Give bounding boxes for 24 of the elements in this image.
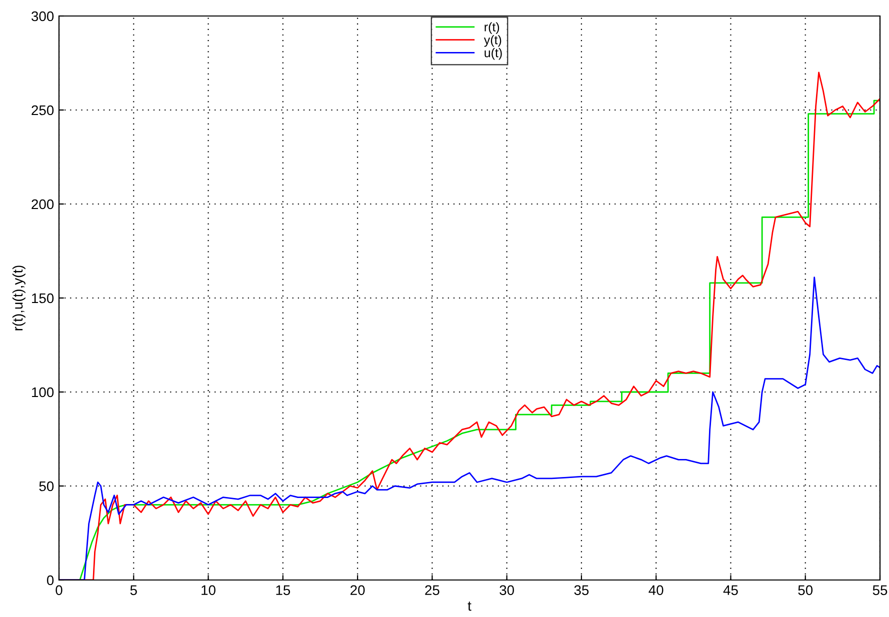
x-tick-label: 20 [350,585,365,596]
y-axis-title: r(t),u(t),y(t) [12,266,26,330]
y-tick-label: 300 [32,11,54,22]
y-tick-label: 200 [32,199,54,210]
y-tick-label: 100 [32,387,54,398]
x-tick-label: 0 [56,585,62,596]
y-tick-label: 150 [32,293,54,304]
x-tick-label: 45 [723,585,738,596]
x-tick-label: 5 [130,585,137,596]
x-axis-title: t [468,602,472,611]
x-tick-label: 10 [202,585,216,596]
legend-label: u(t) [484,48,502,60]
y-tick-label: 0 [46,575,54,586]
x-tick-label: 40 [648,585,664,596]
x-tick-label: 25 [425,585,440,596]
x-tick-label: 50 [798,585,813,596]
x-tick-label: 55 [872,585,888,596]
legend-label: y(t) [484,35,502,47]
x-tick-label: 15 [276,585,290,596]
y-tick-label: 250 [32,105,54,116]
y-tick-label: 50 [39,481,54,492]
x-tick-label: 35 [574,585,589,596]
x-tick-label: 30 [500,585,514,596]
legend-label: r(t) [484,22,500,34]
